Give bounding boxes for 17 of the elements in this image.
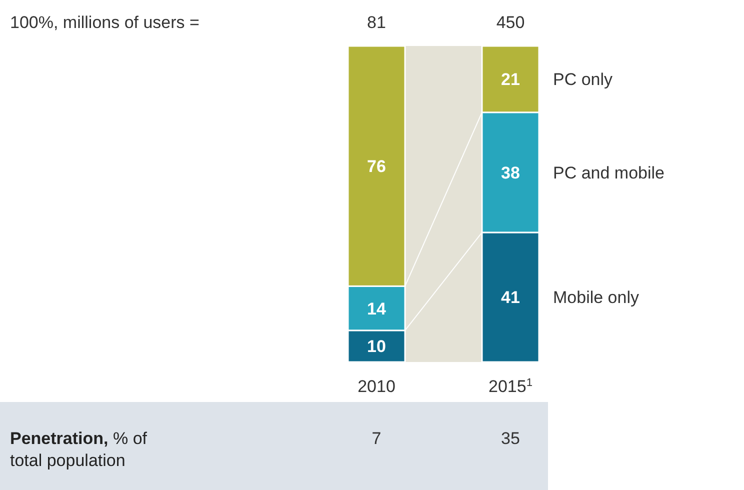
x-tick-label: 2015$^{1}$	[488, 377, 532, 396]
data-label: 21	[501, 70, 520, 90]
series-label: Mobile only	[553, 288, 640, 308]
data-label: 10	[367, 337, 386, 356]
text: 7	[372, 429, 382, 448]
text: 100%, millions of users =	[10, 13, 200, 32]
data-label: 14	[367, 299, 386, 318]
data-label: 41	[501, 288, 520, 308]
x-tick-label: 2010	[358, 377, 396, 396]
data-label: 76	[367, 157, 386, 176]
text: 35	[501, 429, 520, 448]
data-label: 38	[501, 163, 520, 182]
text: 81	[367, 13, 386, 32]
series-label: PC only	[553, 70, 614, 90]
text: 450	[496, 13, 525, 32]
text: Penetration, % of total population	[10, 429, 148, 470]
series-label: PC and mobile	[553, 163, 665, 182]
